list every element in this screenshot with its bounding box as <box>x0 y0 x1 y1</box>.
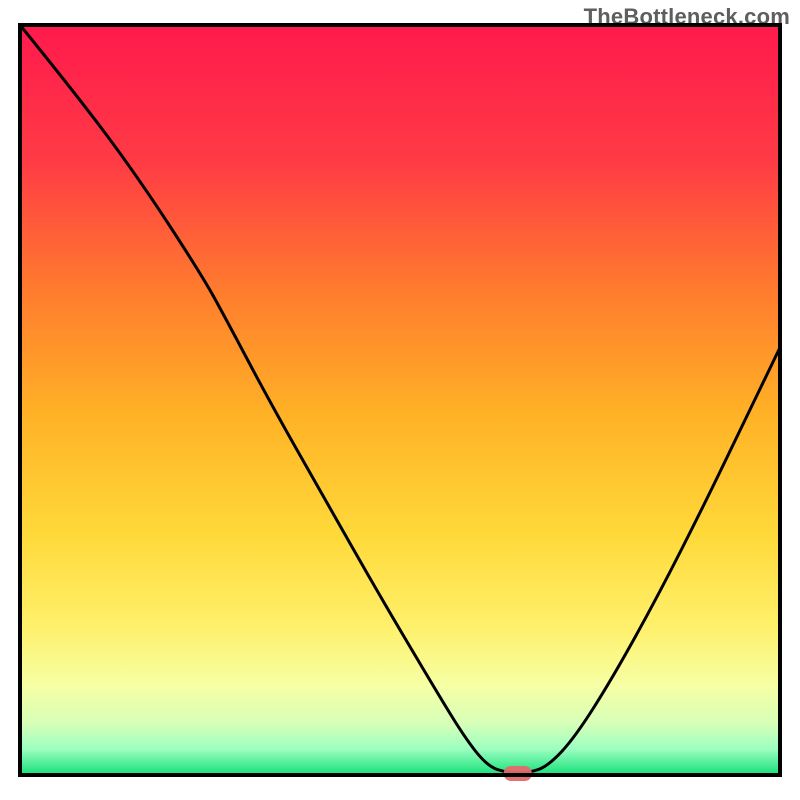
gradient-background <box>20 25 780 775</box>
chart-stage: TheBottleneck.com <box>0 0 800 800</box>
bottleneck-chart <box>0 0 800 800</box>
